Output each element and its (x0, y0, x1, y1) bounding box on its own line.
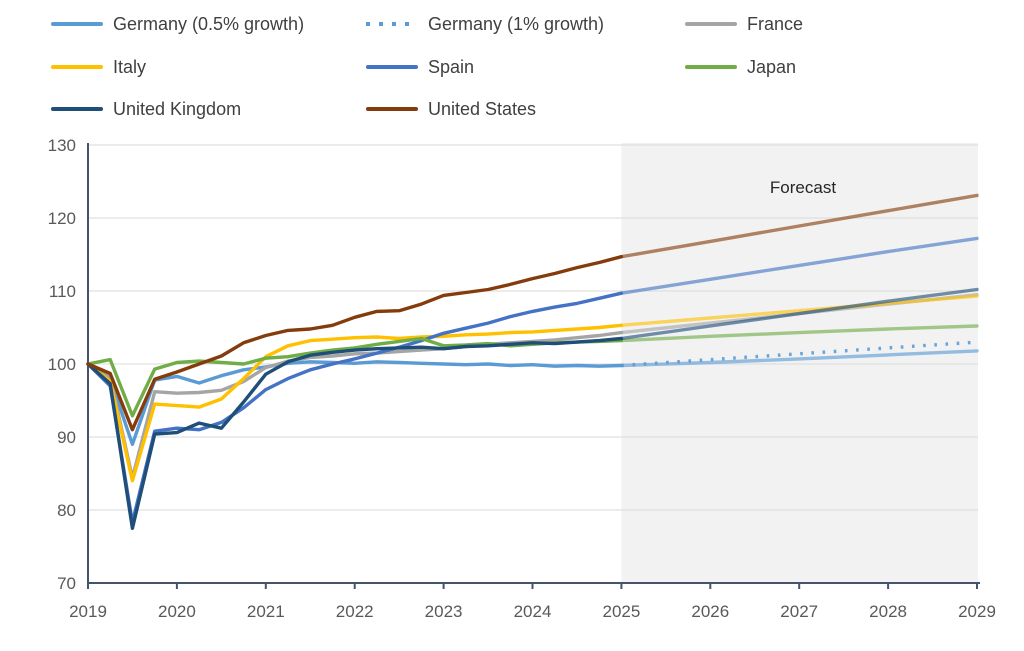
y-tick-label: 120 (48, 209, 76, 228)
legend-label: United Kingdom (113, 98, 242, 119)
series-line-united-states-forecast (619, 193, 979, 259)
legend-swatch-line (51, 107, 103, 111)
series-line-italy (86, 323, 624, 483)
legend-swatch-line (366, 65, 418, 69)
x-tick-label: 2022 (336, 602, 374, 621)
y-tick-label: 70 (57, 574, 76, 593)
series-line-united-states (86, 255, 624, 432)
y-tick-label: 130 (48, 136, 76, 155)
legend-label: Germany (1% growth) (428, 13, 605, 34)
x-tick-label: 2020 (158, 602, 196, 621)
x-tick-label: 2025 (602, 602, 640, 621)
legend-item-united-kingdom: United Kingdom (51, 98, 241, 120)
x-tick-label: 2026 (691, 602, 729, 621)
x-tick-label: 2029 (958, 602, 996, 621)
y-tick-label: 110 (49, 282, 76, 301)
legend-item-japan: Japan (685, 56, 796, 78)
legend-label: Spain (428, 56, 475, 77)
legend-label: Japan (747, 56, 797, 77)
legend-swatch-line (366, 107, 418, 111)
legend-item-italy: Italy (51, 56, 146, 78)
legend-label: Germany (0.5% growth) (113, 13, 305, 34)
x-tick-label: 2028 (869, 602, 907, 621)
x-tick-label: 2027 (780, 602, 818, 621)
legend-swatch-line (51, 65, 103, 69)
legend-swatch-dotted-line (366, 22, 418, 26)
y-tick-label: 90 (57, 428, 76, 447)
legend-label: France (747, 13, 804, 34)
series-line-germany-0-5-growth-forecast (619, 349, 979, 368)
legend-item-germany-0-5-growth: Germany (0.5% growth) (51, 13, 304, 35)
series-line-united-kingdom-forecast (619, 287, 979, 341)
x-tick-label: 2023 (425, 602, 463, 621)
legend-item-france: France (685, 13, 803, 35)
chart-legend: Germany (0.5% growth) Germany (1% growth)… (0, 0, 1024, 130)
x-tick-label: 2024 (514, 602, 552, 621)
series-line-spain (86, 291, 624, 525)
y-tick-label: 80 (57, 501, 76, 520)
legend-item-spain: Spain (366, 56, 474, 78)
forecast-label: Forecast (769, 178, 837, 197)
series-line-germany-0-5-growth (86, 360, 624, 446)
legend-swatch-line (51, 22, 103, 26)
x-tick-label: 2019 (69, 602, 107, 621)
series-line-spain-forecast (619, 236, 979, 295)
x-tick-label: 2021 (247, 602, 285, 621)
series-line-united-kingdom (86, 336, 624, 530)
series-line-italy-forecast (619, 294, 979, 327)
y-tick-label: 100 (48, 355, 76, 374)
legend-item-united-states: United States (366, 98, 536, 120)
legend-item-germany-1-growth: Germany (1% growth) (366, 13, 604, 35)
legend-swatch-line (685, 65, 737, 69)
legend-label: Italy (113, 56, 147, 77)
legend-swatch-line (685, 22, 737, 26)
series-line-japan-forecast (619, 324, 979, 343)
legend-label: United States (428, 98, 537, 119)
